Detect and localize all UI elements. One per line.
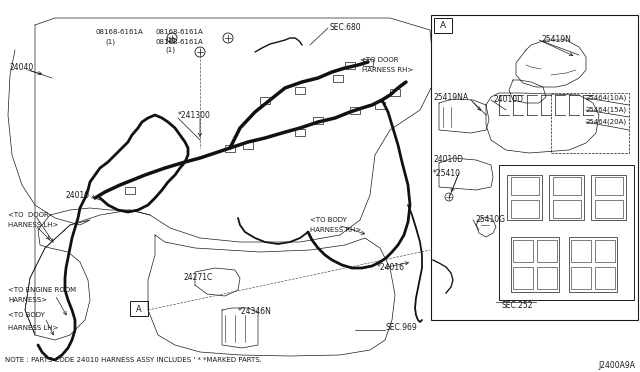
Bar: [243, 141, 253, 148]
Text: 24271C: 24271C: [183, 273, 212, 282]
Text: SEC.252: SEC.252: [501, 301, 532, 310]
Bar: [363, 58, 373, 65]
Text: 25464(20A): 25464(20A): [586, 119, 627, 125]
Text: <TO  DOOR: <TO DOOR: [8, 212, 49, 218]
Bar: [591, 175, 626, 220]
Bar: [333, 74, 343, 81]
Bar: [130, 301, 148, 316]
Text: 25464(10A): 25464(10A): [586, 95, 627, 101]
Text: HARNESS LH>: HARNESS LH>: [8, 325, 58, 331]
Text: *25410: *25410: [433, 169, 461, 177]
Bar: [511, 177, 538, 195]
Bar: [295, 128, 305, 135]
Text: 08168-6161A: 08168-6161A: [155, 39, 203, 45]
Text: *24016: *24016: [377, 263, 405, 273]
Bar: [295, 87, 305, 93]
Bar: [572, 267, 591, 289]
Text: HARNESS>: HARNESS>: [8, 297, 47, 303]
Bar: [350, 106, 360, 113]
Bar: [572, 240, 591, 262]
Text: <TO ENGINE ROOM: <TO ENGINE ROOM: [8, 287, 76, 293]
Text: HARNESS RH>: HARNESS RH>: [310, 227, 361, 233]
Text: 25419NA: 25419NA: [433, 93, 468, 102]
Bar: [538, 267, 557, 289]
Bar: [551, 93, 629, 153]
Bar: [595, 240, 614, 262]
Text: 25419N: 25419N: [541, 35, 571, 44]
Bar: [595, 267, 614, 289]
Text: <TO BODY: <TO BODY: [8, 312, 45, 318]
Bar: [569, 237, 617, 292]
Bar: [511, 237, 559, 292]
Bar: [434, 18, 452, 33]
Text: 25410G: 25410G: [476, 215, 506, 224]
Text: SEC.680: SEC.680: [330, 22, 362, 32]
Text: J2400A9A: J2400A9A: [598, 360, 635, 369]
Text: 08168-6161A: 08168-6161A: [95, 29, 143, 35]
Text: NOTE : PARTS CODE 24010 HARNESS ASSY INCLUDES ' * *MARKED PARTS.: NOTE : PARTS CODE 24010 HARNESS ASSY INC…: [5, 357, 262, 363]
Text: *241300: *241300: [178, 110, 211, 119]
Bar: [552, 177, 580, 195]
Text: <TO BODY: <TO BODY: [310, 217, 347, 223]
Text: HARNESS RH>: HARNESS RH>: [362, 67, 413, 73]
Bar: [499, 165, 634, 300]
Bar: [260, 96, 270, 103]
Text: 24010D: 24010D: [433, 155, 463, 164]
Bar: [345, 61, 355, 68]
Text: A: A: [440, 22, 446, 31]
Text: (1): (1): [165, 37, 175, 43]
Text: (1): (1): [165, 47, 175, 53]
Bar: [595, 200, 623, 218]
Bar: [513, 267, 532, 289]
Bar: [375, 102, 385, 109]
Bar: [313, 116, 323, 124]
Bar: [552, 200, 580, 218]
Bar: [390, 89, 400, 96]
Text: 24010: 24010: [65, 190, 89, 199]
Text: A: A: [136, 305, 142, 314]
Text: *24346N: *24346N: [238, 308, 272, 317]
Text: 25464(15A): 25464(15A): [586, 107, 627, 113]
Text: SEC.969: SEC.969: [385, 324, 417, 333]
Bar: [225, 144, 235, 151]
Text: (1): (1): [105, 39, 115, 45]
Bar: [538, 240, 557, 262]
Text: 24010D: 24010D: [493, 96, 523, 105]
Bar: [549, 175, 584, 220]
Text: <TO DOOR: <TO DOOR: [360, 57, 399, 63]
Bar: [513, 240, 532, 262]
Bar: [511, 200, 538, 218]
Bar: [431, 15, 638, 320]
Bar: [595, 177, 623, 195]
Bar: [125, 186, 135, 193]
Text: 24040: 24040: [10, 64, 35, 73]
Text: 08168-6161A: 08168-6161A: [155, 29, 203, 35]
Bar: [507, 175, 542, 220]
Text: HARNESS LH>: HARNESS LH>: [8, 222, 58, 228]
